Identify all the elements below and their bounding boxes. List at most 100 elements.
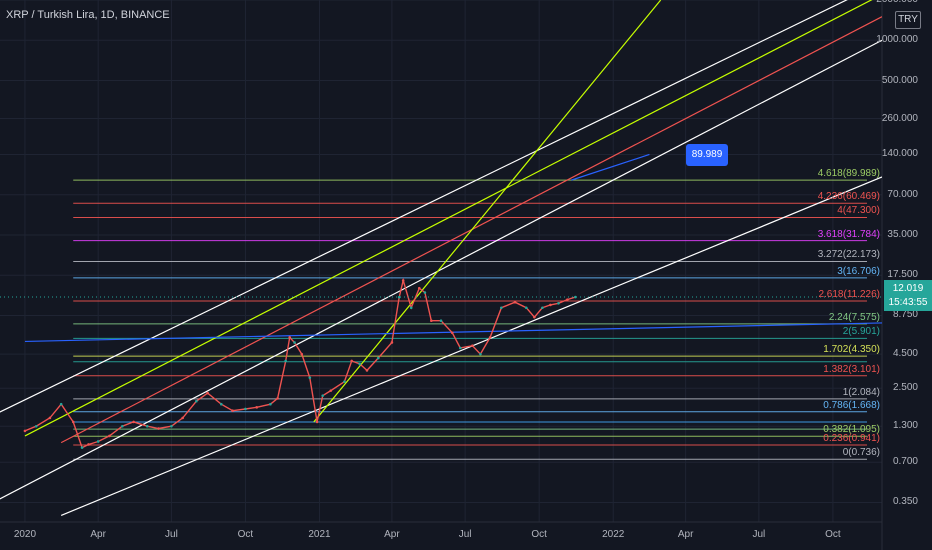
price-point	[533, 315, 536, 319]
price-tick-label: 2.500	[892, 382, 918, 394]
time-tick-label: Oct	[237, 529, 254, 540]
price-point	[34, 424, 38, 428]
fib-label: 0.236(0.941)	[823, 433, 880, 444]
price-series-line	[24, 277, 576, 449]
price-point	[574, 295, 577, 299]
trend-line	[313, 0, 662, 423]
bar-countdown: 15:43:55	[888, 297, 928, 308]
trend-line	[0, 39, 882, 500]
price-point	[108, 434, 111, 438]
price-point	[459, 346, 462, 350]
price-point	[293, 341, 296, 344]
price-tick-label: 70.000	[887, 188, 918, 200]
price-tick-label: 0.350	[892, 496, 918, 508]
currency-button[interactable]: TRY	[895, 11, 921, 29]
price-point	[557, 301, 560, 305]
price-point	[59, 402, 63, 406]
fib-label: 0(0.736)	[842, 447, 880, 459]
price-point	[397, 295, 401, 299]
fib-label: 4.618(89.989)	[817, 168, 880, 180]
price-point	[566, 298, 569, 301]
price-tick-label: 4.500	[892, 348, 918, 360]
fib-label: 3(16.706)	[837, 265, 880, 277]
price-tick-label: 35.000	[887, 228, 918, 240]
fib-label: 2.618(11.226)	[818, 289, 880, 301]
time-tick-label: Jul	[752, 529, 766, 540]
target-callout-label: 89.989	[691, 149, 723, 160]
price-point	[121, 424, 124, 428]
price-point	[450, 331, 454, 335]
price-point	[170, 424, 173, 428]
price-point	[284, 359, 287, 363]
price-tick-label: 0.700	[892, 456, 918, 468]
price-tick-label: 140.000	[881, 148, 918, 160]
price-point	[479, 352, 482, 356]
price-tick-label: 8.750	[892, 309, 918, 321]
trend-line	[571, 153, 650, 181]
last-price-tag: 12.019 15:43:55	[884, 280, 932, 311]
fib-label: 0.382(1.095)	[823, 424, 880, 436]
time-tick-label: 2020	[13, 529, 37, 540]
price-point	[525, 306, 528, 310]
fib-label: 3.272(22.173)	[817, 249, 880, 261]
price-point	[220, 402, 223, 406]
price-point	[269, 402, 272, 406]
price-point	[71, 420, 75, 424]
price-point	[358, 362, 362, 366]
trend-line	[24, 0, 873, 437]
price-point	[541, 306, 544, 310]
price-point	[401, 279, 405, 282]
price-point	[423, 291, 427, 294]
price-point	[87, 443, 90, 446]
price-point	[417, 286, 421, 290]
price-tick-label: 500.000	[881, 74, 918, 86]
price-point	[308, 376, 312, 379]
time-tick-label: Apr	[90, 529, 106, 540]
price-point	[513, 300, 517, 304]
fib-label: 2.24(7.575)	[828, 311, 880, 323]
price-point	[315, 420, 319, 424]
fib-label: 0.786(1.668)	[823, 399, 880, 411]
price-point	[321, 394, 325, 397]
price-point	[195, 399, 198, 403]
price-point	[206, 391, 209, 395]
price-point	[157, 427, 160, 430]
time-tick-label: Oct	[531, 529, 547, 540]
fib-label: 4.236(60.469)	[817, 191, 880, 203]
fib-label: 4(47.300)	[837, 205, 880, 217]
fib-label: 2(5.901)	[842, 326, 880, 338]
price-tick-label: 17.500	[887, 269, 918, 281]
target-callout: 89.989	[686, 144, 728, 166]
grid	[0, 0, 883, 550]
price-point	[276, 397, 279, 400]
price-point	[343, 380, 346, 383]
time-tick-label: 2022	[602, 529, 625, 540]
price-point	[300, 352, 304, 356]
time-tick-label: Apr	[677, 529, 694, 540]
price-point	[329, 389, 333, 392]
price-point	[80, 446, 84, 449]
time-tick-label: Oct	[825, 529, 841, 540]
price-point	[145, 424, 149, 428]
price-point	[181, 416, 184, 420]
last-price: 12.019	[892, 283, 924, 294]
price-point	[439, 319, 443, 323]
price-point	[365, 369, 369, 372]
price-point	[488, 336, 492, 339]
price-point	[96, 440, 100, 443]
price-point	[409, 306, 413, 310]
price-point	[244, 407, 247, 411]
price-point	[471, 344, 474, 348]
symbol-title: XRP / Turkish Lira, 1D, BINANCE	[6, 9, 170, 21]
fib-label: 1.382(3.101)	[823, 363, 880, 375]
time-tick-label: 2021	[308, 529, 331, 540]
price-point	[500, 306, 503, 310]
time-tick-label: Jul	[165, 529, 178, 540]
trend-line	[0, 0, 848, 413]
time-tick-label: Apr	[384, 529, 400, 540]
fib-label: 1.702(4.350)	[823, 344, 880, 356]
price-point	[350, 359, 353, 363]
price-tick-label: 1.300	[892, 420, 918, 432]
